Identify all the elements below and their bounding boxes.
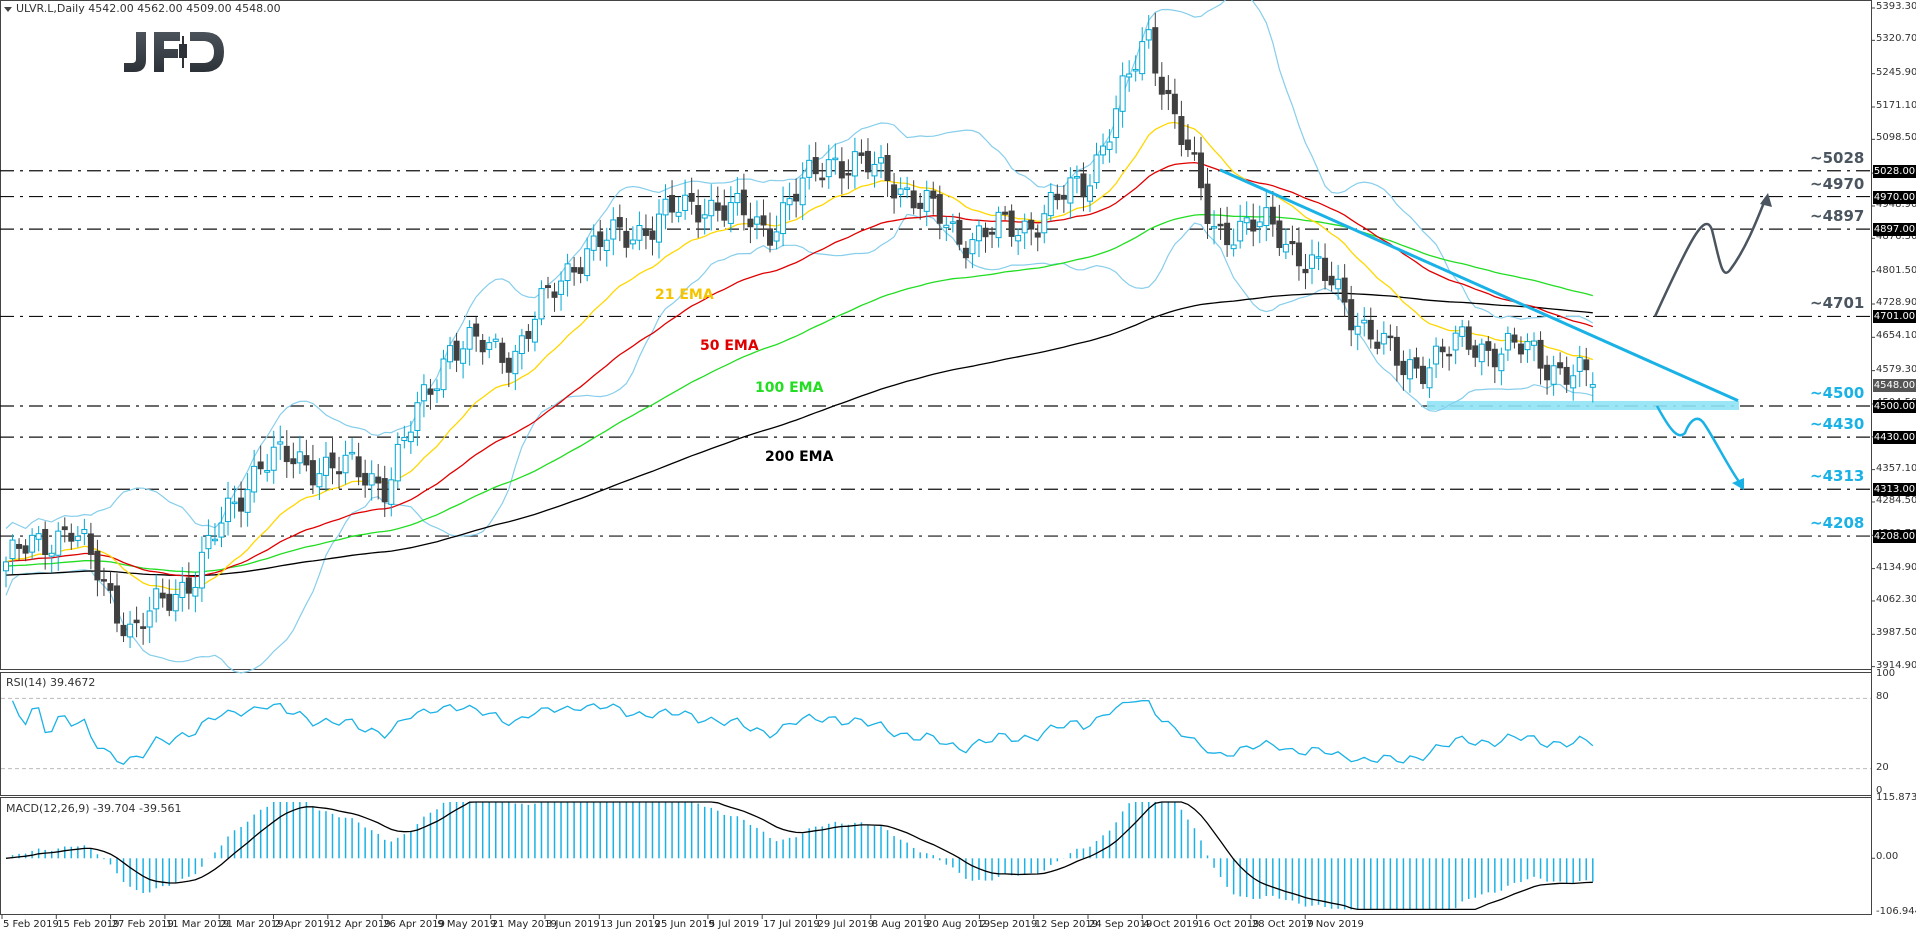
- rsi-axis-label: 0: [1876, 785, 1883, 796]
- date-axis-label: 16 Oct 2019: [1197, 919, 1260, 930]
- rsi-axis-label: 80: [1876, 691, 1889, 703]
- level-price-tag: 4897.00: [1873, 223, 1916, 237]
- rsi-axis-label: 20: [1876, 761, 1889, 773]
- date-axis-label: 5 Feb 2019: [3, 919, 59, 930]
- current-price-tag: 4548.00: [1873, 378, 1916, 392]
- level-label-4313: ~4313: [1810, 467, 1865, 486]
- candles: [3, 12, 1596, 648]
- date-axis-label: 21 May 2019: [491, 919, 557, 930]
- level-price-tag: 4430.00: [1873, 431, 1916, 445]
- bollinger-lower-line: [5, 213, 1593, 674]
- level-price-tag: 4313.00: [1873, 483, 1916, 497]
- price-axis-label: 5098.50: [1876, 132, 1916, 144]
- price-axis-label: 4134.90: [1876, 561, 1916, 573]
- level-price-tag: 4701.00: [1873, 310, 1916, 324]
- level-label-4500: ~4500: [1810, 383, 1865, 402]
- macd-title: MACD(12,26,9) -39.704 -39.561: [6, 802, 182, 815]
- price-axis-label: 3987.50: [1876, 627, 1916, 639]
- bullish-scenario-arrow: [1653, 199, 1767, 317]
- date-axis-label: 8 Aug 2019: [871, 919, 930, 930]
- level-label-4208: ~4208: [1810, 514, 1865, 533]
- price-axis-label: 5320.70: [1876, 33, 1916, 45]
- bearish-scenario-arrow: [1655, 405, 1741, 484]
- rsi-panel-frame: [0, 672, 1872, 796]
- symbol-header: ULVR.L,Daily 4542.00 4562.00 4509.00 454…: [4, 2, 281, 15]
- price-axis-label: 5393.30: [1876, 1, 1916, 12]
- date-axis-label: 12 Sep 2019: [1034, 919, 1099, 930]
- ema100-line: [5, 213, 1593, 573]
- level-label-4430: ~4430: [1810, 415, 1865, 434]
- level-label-5028: ~5028: [1810, 148, 1865, 167]
- macd-axis-label: 115.873: [1876, 792, 1916, 803]
- date-axis-label: 2 Apr 2019: [274, 919, 330, 930]
- date-axis-label: 11 Mar 2019: [165, 919, 230, 930]
- date-axis-label: 7 Nov 2019: [1306, 919, 1364, 930]
- level-price-tag: 4970.00: [1873, 190, 1916, 204]
- date-axis-label: 5 Jul 2019: [708, 919, 760, 930]
- price-axis-label: 5171.10: [1876, 99, 1916, 111]
- arrow-up-head-icon: [1760, 193, 1772, 207]
- date-axis-label: 26 Apr 2019: [383, 919, 445, 930]
- date-axis-label: 15 Feb 2019: [57, 919, 120, 930]
- level-label-4970: ~4970: [1810, 174, 1865, 193]
- price-axis-label: 4357.10: [1876, 462, 1916, 474]
- price-axis-label: 5245.90: [1876, 66, 1916, 78]
- ema21-label: 21 EMA: [655, 287, 714, 303]
- date-axis-label: 4 Oct 2019: [1143, 919, 1199, 930]
- ema50-line: [5, 161, 1594, 578]
- macd-panel-frame: [0, 797, 1872, 915]
- macd-histogram: [11, 802, 1594, 910]
- price-axis-label: 4801.50: [1876, 264, 1916, 276]
- level-label-4701: ~4701: [1810, 294, 1865, 313]
- arrow-down-head-icon: [1732, 478, 1744, 490]
- date-axis-label: 17 Jul 2019: [763, 919, 820, 930]
- date-axis-label: 25 Jun 2019: [654, 919, 715, 930]
- ema50-label: 50 EMA: [700, 338, 759, 354]
- date-axis-label: 3 Jun 2019: [546, 919, 600, 930]
- date-axis-label: 12 Apr 2019: [328, 919, 391, 930]
- macd-axis-label: -106.944: [1876, 906, 1916, 917]
- date-axis-label: 29 Jul 2019: [817, 919, 875, 930]
- date-axis-label: 27 Feb 2019: [111, 919, 174, 930]
- date-axis-label: 24 Sep 2019: [1089, 919, 1153, 930]
- price-axis-label: 4284.50: [1876, 494, 1916, 506]
- price-axis-label: 4948.90: [1876, 198, 1916, 210]
- bollinger-upper-line: [5, 0, 1594, 530]
- date-axis-label: 28 Oct 2019: [1251, 919, 1314, 930]
- macd-axis-label: 0.00: [1876, 851, 1899, 863]
- date-axis-label: 20 Aug 2019: [926, 919, 991, 930]
- rsi-axis-label: 100: [1876, 668, 1896, 679]
- price-axis-label: 4579.30: [1876, 363, 1916, 375]
- price-axis-label: 3914.90: [1876, 659, 1916, 671]
- support-zone-4500: [1427, 400, 1739, 410]
- rsi-line: [11, 700, 1594, 765]
- ema200-label: 200 EMA: [765, 449, 834, 465]
- ema200-line: [5, 292, 1593, 577]
- level-label-4897: ~4897: [1810, 207, 1865, 226]
- price-axis-label: 4654.10: [1876, 330, 1916, 342]
- collapse-triangle-icon[interactable]: [4, 6, 12, 12]
- price-axis-label: 4062.30: [1876, 593, 1916, 605]
- date-axis-label: 21 Mar 2019: [220, 919, 284, 930]
- ema21-line: [5, 121, 1594, 591]
- ema100-label: 100 EMA: [755, 380, 824, 396]
- rsi-title: RSI(14) 39.4672: [6, 676, 96, 689]
- level-price-tag: 4500.00: [1873, 399, 1916, 413]
- macd-signal-line: [5, 801, 1593, 911]
- price-axis-label: 4728.90: [1876, 296, 1916, 308]
- level-price-tag: 4208.00: [1873, 530, 1916, 544]
- jfd-logo: [122, 30, 226, 78]
- level-price-tag: 5028.00: [1873, 164, 1916, 178]
- descending-trendline[interactable]: [1219, 168, 1739, 402]
- date-axis-label: 13 Jun 2019: [600, 919, 661, 930]
- date-axis-label: 9 May 2019: [437, 919, 497, 930]
- date-axis-label: 2 Sep 2019: [980, 919, 1038, 930]
- symbol-ohlc: ULVR.L,Daily 4542.00 4562.00 4509.00 454…: [16, 2, 281, 15]
- jfd-logo-icon: [124, 32, 224, 72]
- price-axis-label: 4876.30: [1876, 231, 1916, 243]
